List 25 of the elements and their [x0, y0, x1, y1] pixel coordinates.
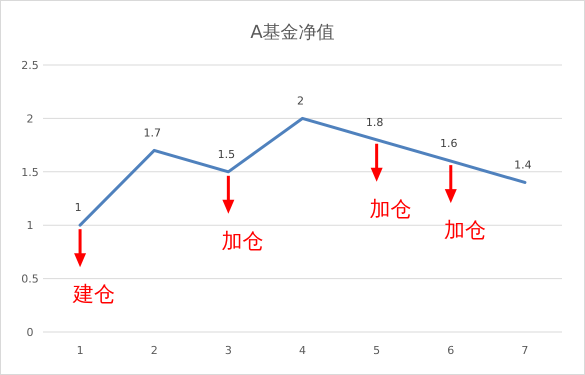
- data-label: 2: [297, 94, 304, 108]
- x-tick-label: 2: [150, 344, 158, 357]
- annotation: 加仓: [444, 218, 486, 242]
- y-tick-label: 2.5: [21, 59, 39, 72]
- data-label: 1.5: [218, 148, 236, 161]
- x-tick-label: 7: [521, 344, 528, 357]
- x-tick-label: 5: [373, 344, 380, 357]
- x-tick-label: 3: [224, 344, 232, 357]
- annotation: 加仓: [370, 196, 412, 221]
- x-tick-label: 6: [447, 344, 454, 357]
- x-tick-label: 4: [299, 344, 306, 357]
- y-tick-label: 0: [26, 326, 34, 339]
- data-label: 1.7: [143, 126, 161, 140]
- y-tick-label: 1.5: [21, 166, 39, 179]
- annotation: 加仓: [221, 228, 264, 253]
- data-label: 1.8: [366, 116, 384, 129]
- data-label: 1.6: [440, 137, 458, 150]
- annotation: 建仓: [72, 282, 116, 306]
- chart-title: A基金净值: [250, 22, 335, 43]
- y-tick-label: 1: [26, 219, 34, 232]
- x-tick-label: 1: [76, 344, 84, 357]
- data-label: 1.4: [514, 158, 532, 172]
- y-tick-label: 2: [26, 112, 34, 126]
- y-tick-label: 0.5: [21, 272, 39, 286]
- data-label: 1: [74, 201, 82, 214]
